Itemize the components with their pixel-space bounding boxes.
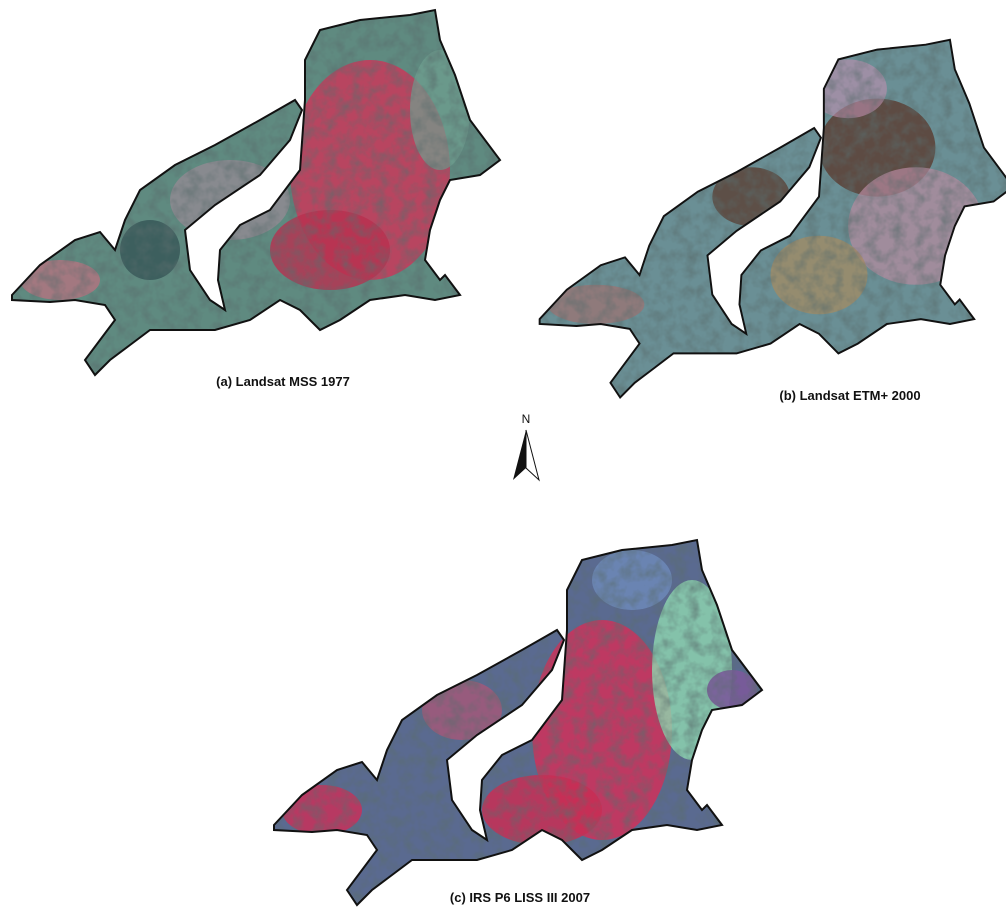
panel-c-image: [273, 539, 763, 906]
north-arrow: [513, 429, 540, 482]
panel-label: (b) Landsat ETM+ 2000: [779, 388, 920, 403]
north-label: N: [522, 412, 531, 426]
panel-a-image: [11, 9, 501, 376]
panel-b-image: [538, 38, 1006, 399]
panel-label: (c) IRS P6 LISS III 2007: [450, 890, 590, 905]
panel-label: (a) Landsat MSS 1977: [216, 374, 350, 389]
